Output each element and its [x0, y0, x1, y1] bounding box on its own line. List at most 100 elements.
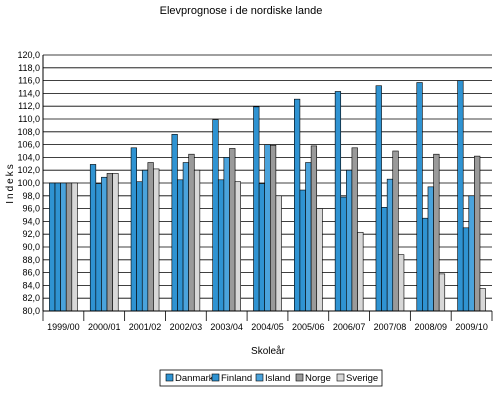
x-tick-label: 2004/05 — [251, 322, 284, 332]
bar — [89, 164, 97, 312]
y-tick-label: 120,0 — [17, 50, 40, 60]
bar — [386, 178, 394, 312]
bar — [54, 182, 61, 312]
legend-label: Finland — [221, 373, 252, 384]
bar — [112, 173, 119, 312]
y-tick-label: 102,0 — [17, 165, 40, 175]
bar — [392, 150, 399, 312]
bar — [229, 148, 236, 312]
bar — [479, 288, 486, 312]
bar — [71, 182, 78, 312]
bar — [375, 85, 382, 312]
bar — [416, 82, 423, 312]
y-tick-label: 82,0 — [22, 293, 40, 303]
y-axis-label: Indeks — [5, 162, 16, 203]
bar — [310, 145, 318, 312]
bar — [438, 273, 446, 312]
bar — [106, 173, 113, 312]
y-tick-label: 112,0 — [18, 101, 40, 111]
bar — [60, 182, 67, 312]
bar — [212, 119, 219, 312]
y-tick-labels: 80,0 82,0 84,0 86,0 88,0 90,0 92,0 94,0 96,0 98,0… — [17, 50, 40, 316]
bar — [193, 169, 201, 312]
y-tick-label: 90,0 — [22, 242, 40, 252]
x-tick-label: 2005/06 — [292, 322, 325, 332]
legend-label: Sverige — [346, 373, 378, 384]
y-tick-label: 88,0 — [22, 255, 40, 265]
bar — [340, 196, 347, 312]
bar — [49, 182, 56, 312]
chart-title: Elevprognose i de nordiske lande — [160, 5, 323, 17]
bar — [334, 91, 342, 312]
y-tick-label: 98,0 — [22, 191, 40, 201]
legend-label: Island — [265, 373, 290, 384]
bar — [351, 147, 358, 312]
y-tick-label: 84,0 — [22, 280, 40, 290]
x-tick-label: 2007/08 — [374, 322, 407, 332]
axes — [42, 55, 493, 321]
legend-label: Danmark — [175, 373, 214, 384]
legend-swatch — [165, 373, 174, 382]
bar — [130, 147, 137, 312]
bar — [234, 181, 241, 312]
x-tick-label: 2003/04 — [210, 322, 243, 332]
bar — [217, 179, 225, 312]
bar — [316, 208, 323, 312]
y-tick-label: 100,0 — [17, 178, 40, 188]
y-tick-label: 86,0 — [22, 268, 40, 278]
bar — [177, 179, 184, 312]
bar — [253, 106, 260, 312]
bar — [305, 162, 312, 312]
bar — [299, 189, 306, 312]
legend-swatch — [255, 373, 264, 382]
bar — [141, 169, 149, 312]
bar — [357, 231, 364, 312]
x-tick-label: 2006/07 — [333, 322, 366, 332]
y-tick-label: 116,0 — [18, 76, 40, 86]
bar — [346, 169, 353, 312]
y-tick-label: 110,0 — [18, 114, 40, 124]
bar — [474, 155, 481, 312]
y-tick-label: 114,0 — [18, 88, 40, 98]
bar — [381, 207, 388, 312]
bar — [171, 134, 178, 312]
bar — [188, 153, 195, 312]
y-tick-label: 92,0 — [22, 229, 40, 239]
bar — [182, 162, 189, 312]
legend: Danmark Finland Island Norge Sverige — [159, 369, 383, 387]
y-tick-label: 108,0 — [17, 127, 40, 137]
x-tick-label: 2002/03 — [170, 322, 203, 332]
bar — [147, 162, 154, 312]
bar — [223, 157, 230, 312]
y-tick-label: 106,0 — [17, 140, 40, 150]
x-tick-label: 1999/00 — [47, 322, 80, 332]
bar — [275, 195, 282, 312]
x-tick-label: 2009/10 — [455, 322, 488, 332]
bar — [422, 217, 429, 312]
bars — [49, 80, 486, 312]
bar — [136, 181, 143, 312]
legend-swatch — [211, 373, 220, 382]
x-tick-label: 2008/09 — [414, 322, 447, 332]
bar — [433, 153, 440, 312]
y-tick-label: 118,0 — [18, 63, 40, 73]
y-tick-label: 104,0 — [17, 152, 40, 162]
legend-label: Norge — [305, 373, 331, 384]
x-tick-label: 2001/02 — [129, 322, 162, 332]
bar — [264, 144, 271, 312]
legend-swatch — [295, 373, 304, 382]
y-tick-label: 96,0 — [22, 204, 40, 214]
y-tick-label: 94,0 — [22, 216, 40, 226]
x-axis-label: Skoleår — [251, 345, 286, 357]
bar — [398, 254, 405, 312]
bar — [462, 227, 470, 312]
x-tick-label: 2000/01 — [88, 322, 121, 332]
bar — [65, 182, 73, 312]
bar — [468, 195, 475, 312]
bar — [294, 98, 301, 312]
bar — [101, 176, 108, 312]
legend-swatch — [336, 373, 345, 382]
bar — [457, 80, 464, 312]
x-tick-labels: 1999/00 2000/01 2001/02 2002/03 2003/04 2004/… — [47, 322, 488, 332]
